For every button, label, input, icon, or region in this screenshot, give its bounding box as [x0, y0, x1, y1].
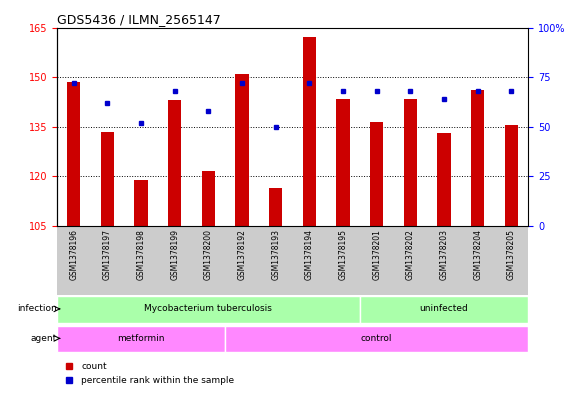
- Bar: [168, 100, 181, 226]
- Text: GSM1378194: GSM1378194: [305, 230, 314, 281]
- Text: GSM1378193: GSM1378193: [271, 230, 280, 281]
- Bar: [504, 125, 518, 226]
- Text: infection: infection: [17, 305, 57, 313]
- Bar: [360, 296, 528, 323]
- Bar: [336, 99, 350, 226]
- Bar: [404, 99, 417, 226]
- Bar: [57, 326, 225, 352]
- Text: GSM1378204: GSM1378204: [473, 230, 482, 281]
- Text: GSM1378195: GSM1378195: [339, 230, 348, 281]
- Text: GSM1378201: GSM1378201: [372, 230, 381, 280]
- Bar: [101, 132, 114, 226]
- Text: GSM1378203: GSM1378203: [440, 230, 449, 281]
- Text: GSM1378196: GSM1378196: [69, 230, 78, 281]
- Bar: [202, 171, 215, 226]
- Bar: [303, 37, 316, 226]
- Text: uninfected: uninfected: [420, 305, 469, 313]
- Bar: [269, 188, 282, 226]
- Text: GSM1378200: GSM1378200: [204, 230, 213, 281]
- Bar: [57, 296, 360, 323]
- Text: GSM1378192: GSM1378192: [237, 230, 247, 280]
- Bar: [471, 90, 485, 226]
- Text: GSM1378197: GSM1378197: [103, 230, 112, 281]
- Bar: [225, 326, 528, 352]
- Text: GSM1378199: GSM1378199: [170, 230, 179, 281]
- Bar: [67, 82, 81, 226]
- Text: GSM1378202: GSM1378202: [406, 230, 415, 280]
- Text: agent: agent: [31, 334, 57, 343]
- Bar: [370, 122, 383, 226]
- Legend: count, percentile rank within the sample: count, percentile rank within the sample: [61, 359, 238, 389]
- Text: Mycobacterium tuberculosis: Mycobacterium tuberculosis: [144, 305, 272, 313]
- Bar: [437, 133, 451, 226]
- Bar: [235, 74, 249, 226]
- Text: metformin: metformin: [117, 334, 165, 343]
- Text: control: control: [361, 334, 392, 343]
- Bar: [134, 180, 148, 226]
- Text: GSM1378198: GSM1378198: [136, 230, 145, 280]
- Text: GDS5436 / ILMN_2565147: GDS5436 / ILMN_2565147: [57, 13, 220, 26]
- Text: GSM1378205: GSM1378205: [507, 230, 516, 281]
